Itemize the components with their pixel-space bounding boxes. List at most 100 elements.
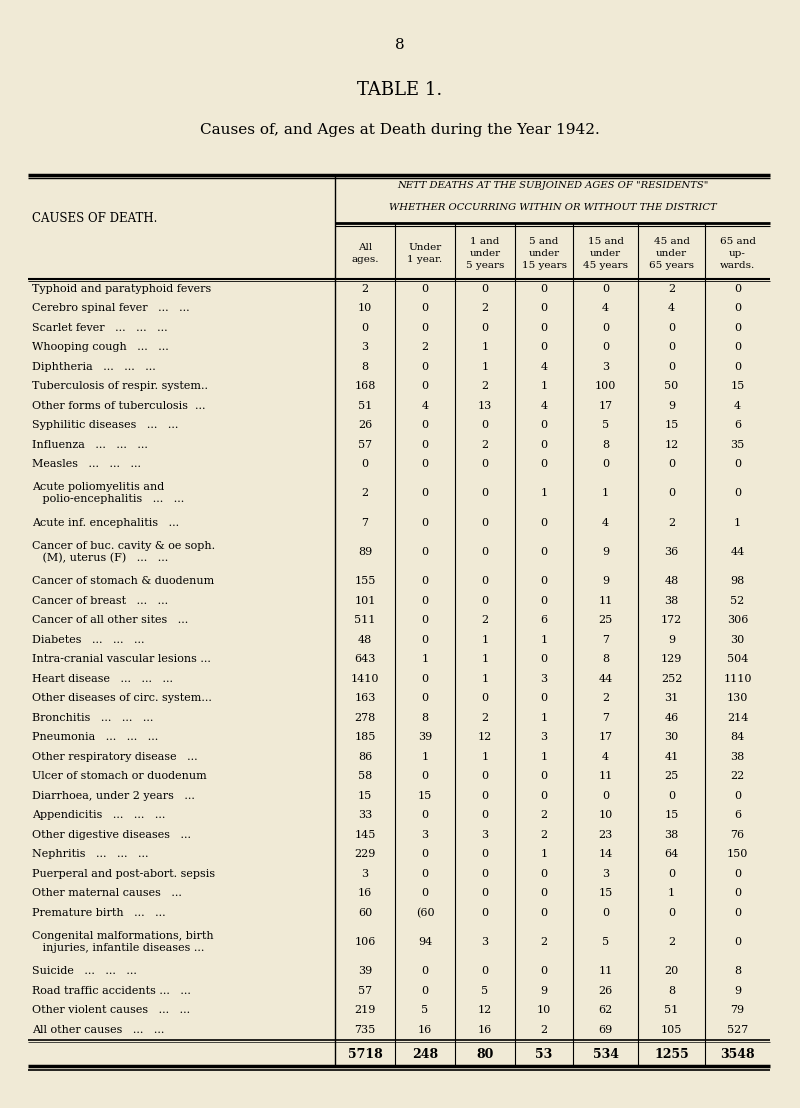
Text: 1410: 1410: [350, 674, 379, 684]
Text: 214: 214: [727, 712, 748, 722]
Text: 0: 0: [422, 576, 429, 586]
Text: 3: 3: [541, 732, 547, 742]
Text: 0: 0: [482, 517, 489, 527]
Text: 278: 278: [354, 712, 376, 722]
Text: 0: 0: [482, 547, 489, 557]
Text: 168: 168: [354, 381, 376, 391]
Text: Suicide   ...   ...   ...: Suicide ... ... ...: [32, 966, 137, 976]
Text: 20: 20: [664, 966, 678, 976]
Text: 14: 14: [598, 849, 613, 859]
Text: 8: 8: [362, 361, 369, 372]
Text: 0: 0: [482, 576, 489, 586]
Text: 0: 0: [734, 907, 741, 917]
Text: Other respiratory disease   ...: Other respiratory disease ...: [32, 751, 198, 762]
Text: Heart disease   ...   ...   ...: Heart disease ... ... ...: [32, 674, 173, 684]
Text: 41: 41: [664, 751, 678, 762]
Text: 0: 0: [734, 791, 741, 801]
Text: Cancer of stomach & duodenum: Cancer of stomach & duodenum: [32, 576, 214, 586]
Text: 0: 0: [541, 342, 547, 352]
Text: 0: 0: [422, 966, 429, 976]
Text: 65 years: 65 years: [649, 260, 694, 269]
Text: 0: 0: [734, 489, 741, 499]
Text: 17: 17: [598, 401, 613, 411]
Text: 5: 5: [422, 1005, 429, 1015]
Text: 10: 10: [537, 1005, 551, 1015]
Text: Other violent causes   ...   ...: Other violent causes ... ...: [32, 1005, 190, 1015]
Text: 643: 643: [354, 654, 376, 665]
Text: 150: 150: [727, 849, 748, 859]
Text: CAUSES OF DEATH.: CAUSES OF DEATH.: [32, 213, 158, 226]
Text: 106: 106: [354, 937, 376, 947]
Text: 8: 8: [395, 38, 405, 52]
Text: 0: 0: [541, 304, 547, 314]
Text: 5: 5: [602, 937, 609, 947]
Text: 7: 7: [602, 712, 609, 722]
Text: 0: 0: [541, 869, 547, 879]
Text: 1: 1: [482, 635, 489, 645]
Text: All other causes   ...   ...: All other causes ... ...: [32, 1025, 164, 1035]
Text: 15: 15: [664, 420, 678, 430]
Text: under: under: [529, 248, 559, 257]
Text: 26: 26: [358, 420, 372, 430]
Text: 229: 229: [354, 849, 376, 859]
Text: Road traffic accidents ...   ...: Road traffic accidents ... ...: [32, 986, 191, 996]
Text: 2: 2: [541, 810, 547, 820]
Text: 0: 0: [668, 907, 675, 917]
Text: 1: 1: [482, 654, 489, 665]
Text: (60: (60: [416, 907, 434, 917]
Text: 5 and: 5 and: [530, 236, 558, 246]
Text: 0: 0: [668, 459, 675, 470]
Text: 2: 2: [482, 440, 489, 450]
Text: 0: 0: [482, 596, 489, 606]
Text: 1110: 1110: [723, 674, 752, 684]
Text: 0: 0: [668, 869, 675, 879]
Text: 36: 36: [664, 547, 678, 557]
Text: under: under: [470, 248, 501, 257]
Text: 0: 0: [422, 361, 429, 372]
Text: 0: 0: [422, 459, 429, 470]
Text: 8: 8: [602, 654, 609, 665]
Text: 2: 2: [668, 517, 675, 527]
Text: 0: 0: [541, 420, 547, 430]
Text: 0: 0: [541, 966, 547, 976]
Text: 4: 4: [602, 751, 609, 762]
Text: 3: 3: [362, 342, 369, 352]
Text: 0: 0: [422, 615, 429, 625]
Text: 3: 3: [602, 869, 609, 879]
Text: 0: 0: [482, 889, 489, 899]
Text: 0: 0: [422, 304, 429, 314]
Text: 0: 0: [602, 284, 609, 294]
Text: 15: 15: [358, 791, 372, 801]
Text: 15 years: 15 years: [522, 260, 566, 269]
Text: 1 and: 1 and: [470, 236, 500, 246]
Text: 534: 534: [593, 1048, 618, 1060]
Text: 11: 11: [598, 966, 613, 976]
Text: 0: 0: [422, 771, 429, 781]
Text: Influenza   ...   ...   ...: Influenza ... ... ...: [32, 440, 148, 450]
Text: 31: 31: [664, 694, 678, 704]
Text: 4: 4: [422, 401, 429, 411]
Text: 1: 1: [541, 381, 547, 391]
Text: 0: 0: [602, 907, 609, 917]
Text: 0: 0: [422, 440, 429, 450]
Text: 0: 0: [422, 517, 429, 527]
Text: 30: 30: [664, 732, 678, 742]
Text: 0: 0: [541, 322, 547, 332]
Text: 2: 2: [602, 694, 609, 704]
Text: 25: 25: [598, 615, 613, 625]
Text: 60: 60: [358, 907, 372, 917]
Text: Syphilitic diseases   ...   ...: Syphilitic diseases ... ...: [32, 420, 178, 430]
Text: 10: 10: [358, 304, 372, 314]
Text: 145: 145: [354, 830, 376, 840]
Text: 0: 0: [541, 654, 547, 665]
Text: 51: 51: [664, 1005, 678, 1015]
Text: 0: 0: [482, 791, 489, 801]
Text: 51: 51: [358, 401, 372, 411]
Text: 1: 1: [541, 849, 547, 859]
Text: ages.: ages.: [351, 255, 378, 264]
Text: 0: 0: [482, 420, 489, 430]
Text: 2: 2: [362, 284, 369, 294]
Text: 38: 38: [730, 751, 745, 762]
Text: 1255: 1255: [654, 1048, 689, 1060]
Text: 12: 12: [478, 732, 492, 742]
